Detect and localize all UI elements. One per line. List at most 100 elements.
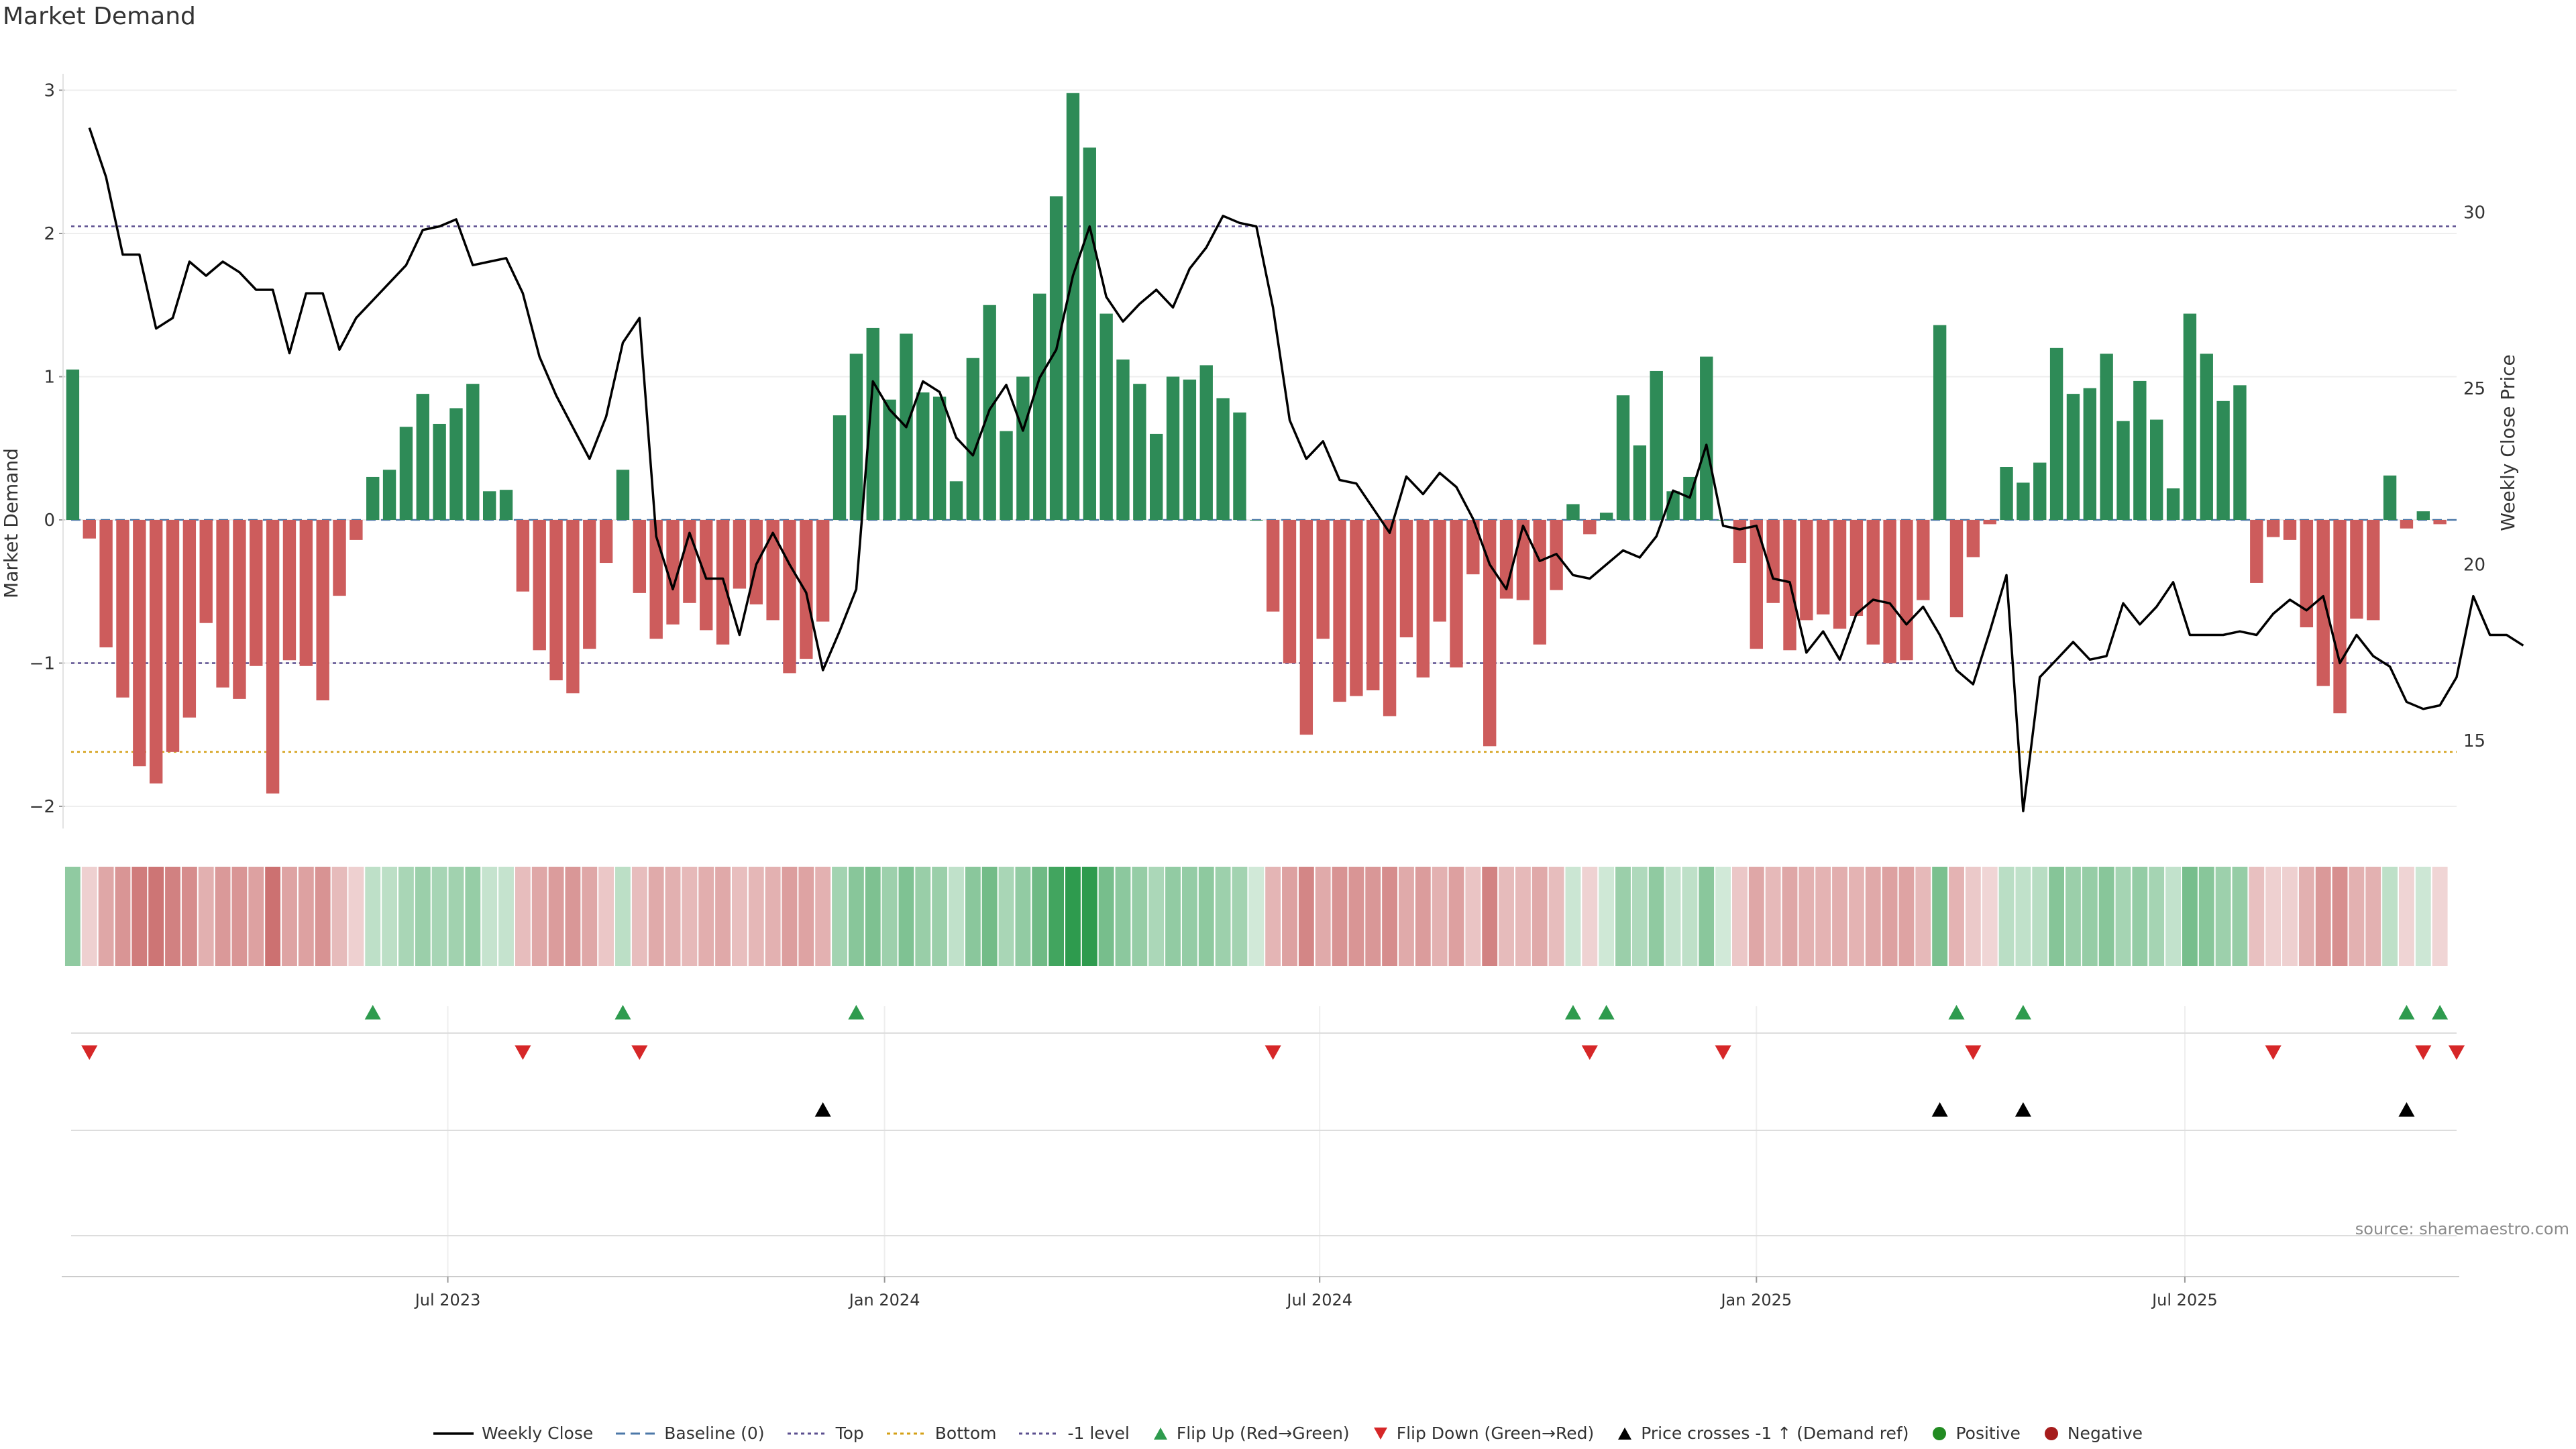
- demand-bar: [616, 470, 630, 520]
- demand-bar: [1766, 520, 1780, 603]
- demand-bar: [1399, 520, 1413, 638]
- demand-bar: [2216, 400, 2230, 520]
- heat-cell: [1615, 867, 1631, 966]
- heat-cell: [331, 867, 347, 966]
- heat-cell: [1165, 867, 1181, 966]
- demand-bar: [216, 520, 229, 688]
- heat-cell: [1365, 867, 1381, 966]
- heat-cell: [1599, 867, 1615, 966]
- heat-cell: [631, 867, 647, 966]
- demand-bar: [2300, 520, 2314, 628]
- heat-cell: [215, 867, 231, 966]
- source-note: source: sharemaestro.com: [2355, 1220, 2569, 1238]
- heat-cell: [431, 867, 447, 966]
- heat-cell: [915, 867, 931, 966]
- demand-bar: [1266, 520, 1280, 612]
- heat-cell: [2365, 867, 2381, 966]
- heat-cell: [2049, 867, 2065, 966]
- heat-cell: [2165, 867, 2181, 966]
- x-axis: Jul 2023 Jan 2024 Jul 2024 Jan 2025 Jul 2025: [62, 1276, 2459, 1309]
- heat-cell: [1298, 867, 1314, 966]
- y2-tick-label: 15: [2463, 731, 2485, 751]
- demand-bar: [533, 520, 546, 651]
- legend-item: Weekly Close: [433, 1424, 593, 1443]
- heat-cell: [1565, 867, 1581, 966]
- flip-down-marker: [2265, 1045, 2282, 1060]
- demand-bar: [2000, 467, 2013, 520]
- heat-cell: [181, 867, 197, 966]
- demand-bar: [99, 520, 113, 648]
- demand-bar: [566, 520, 580, 694]
- heat-cell: [2399, 867, 2414, 966]
- demand-bar: [1650, 370, 1663, 520]
- heat-cell: [1098, 867, 1114, 966]
- heat-cell: [1848, 867, 1864, 966]
- heat-cell: [932, 867, 948, 966]
- demand-bar: [1333, 520, 1346, 702]
- heat-cell: [1465, 867, 1481, 966]
- heat-cell: [2298, 867, 2314, 966]
- flip-up-marker: [848, 1005, 865, 1020]
- demand-bar: [1350, 520, 1363, 696]
- demand-bar: [1299, 520, 1313, 735]
- demand-bar: [282, 520, 297, 661]
- demand-bar: [399, 427, 413, 520]
- demand-bar: [182, 520, 197, 718]
- demand-bar: [1883, 520, 1896, 663]
- demand-bar: [700, 520, 713, 631]
- heat-cell: [1832, 867, 1847, 966]
- heat-cell: [2282, 867, 2298, 966]
- heat-cell: [515, 867, 531, 966]
- demand-bar: [800, 520, 813, 659]
- heat-cell: [1682, 867, 1698, 966]
- demand-bar: [382, 470, 396, 520]
- heat-cell: [2149, 867, 2165, 966]
- heat-cell: [565, 867, 581, 966]
- heat-cell: [2032, 867, 2048, 966]
- heat-cell: [1765, 867, 1781, 966]
- demand-bar: [2150, 419, 2163, 520]
- demand-bar: [449, 408, 463, 520]
- heat-cell: [198, 867, 214, 966]
- heat-cell: [1932, 867, 1948, 966]
- demand-bar: [833, 415, 847, 520]
- heat-cell: [682, 867, 698, 966]
- demand-bar: [1116, 359, 1130, 520]
- heat-cell: [1915, 867, 1931, 966]
- y2-tick-label: 30: [2463, 203, 2485, 223]
- heat-cell: [665, 867, 681, 966]
- heat-cell: [1998, 867, 2015, 966]
- demand-bar: [1083, 147, 1096, 520]
- legend-swatch: [1373, 1426, 1389, 1441]
- heat-cell: [1181, 867, 1197, 966]
- heat-cell: [2215, 867, 2231, 966]
- flip-down-marker: [1265, 1045, 1281, 1060]
- heat-cell: [1499, 867, 1514, 966]
- demand-bar: [949, 481, 963, 520]
- heat-cell: [165, 867, 180, 966]
- demand-bar: [2333, 520, 2347, 714]
- demand-bar: [2383, 475, 2397, 520]
- legend-swatch: [1617, 1426, 1633, 1441]
- heat-cell: [465, 867, 481, 966]
- heat-cell: [398, 867, 414, 966]
- heat-cell: [531, 867, 547, 966]
- heat-cell: [1865, 867, 1881, 966]
- legend-swatch: [886, 1427, 927, 1440]
- demand-bar: [250, 520, 263, 666]
- heat-cell: [881, 867, 898, 966]
- heat-cell: [1132, 867, 1148, 966]
- demand-bar: [83, 520, 96, 539]
- demand-bar: [433, 423, 446, 520]
- heat-cell: [248, 867, 264, 966]
- heat-cell: [1049, 867, 1065, 966]
- legend-item: Top: [787, 1424, 864, 1443]
- price-cross-marker: [1931, 1102, 1948, 1117]
- demand-bar: [1633, 445, 1647, 520]
- demand-bar: [149, 520, 163, 784]
- demand-bar: [1199, 365, 1213, 520]
- demand-bar: [2433, 520, 2447, 525]
- heat-cell: [1448, 867, 1464, 966]
- heat-cell: [1315, 867, 1331, 966]
- demand-bar: [1433, 520, 1446, 622]
